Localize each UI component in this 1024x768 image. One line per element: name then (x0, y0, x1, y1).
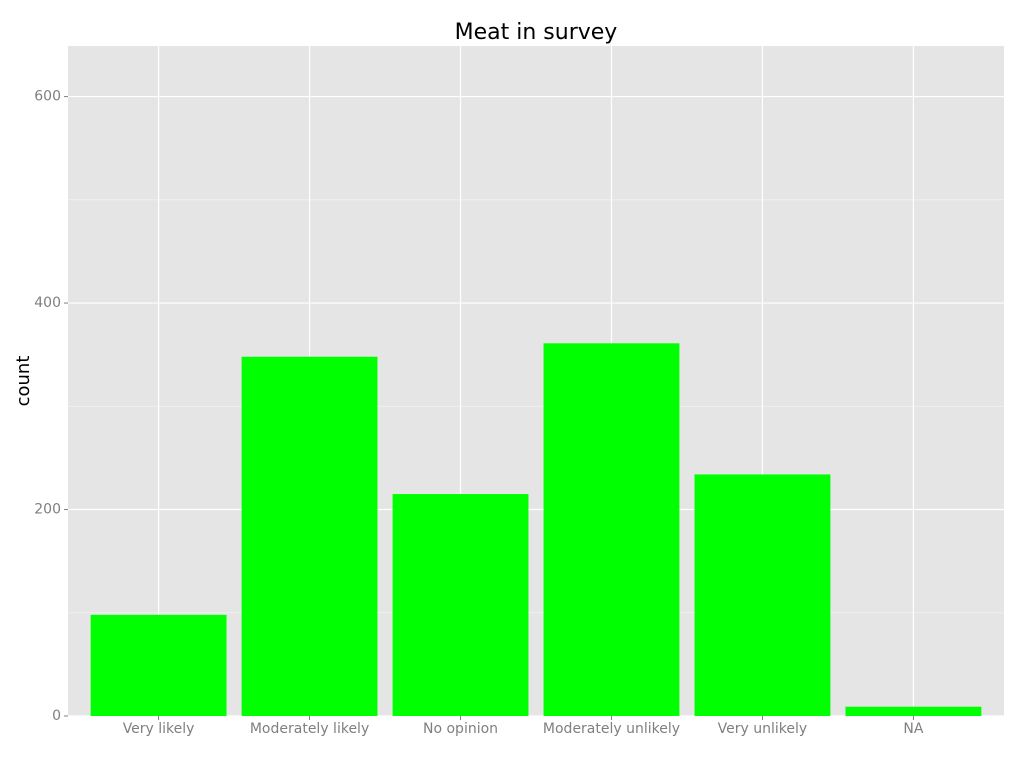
bar (845, 706, 982, 716)
x-tick-label: Moderately unlikely (543, 721, 680, 737)
y-tick-label: 400 (34, 295, 61, 311)
x-tick-label: NA (903, 721, 923, 737)
x-tick-label: No opinion (423, 721, 498, 737)
chart-title: Meat in survey (455, 20, 618, 45)
x-tick-label: Very likely (123, 721, 195, 737)
bar (543, 343, 680, 716)
y-tick-label: 200 (34, 502, 61, 518)
x-tick-label: Very unlikely (718, 721, 808, 737)
x-tick-label: Moderately likely (250, 721, 369, 737)
bar (392, 494, 529, 716)
y-tick-label: 0 (52, 708, 61, 724)
bar (241, 356, 378, 716)
bar (694, 474, 831, 716)
bar (90, 614, 227, 716)
panel (68, 46, 1004, 716)
y-axis-label: count (13, 356, 34, 407)
y-tick-label: 600 (34, 89, 61, 105)
